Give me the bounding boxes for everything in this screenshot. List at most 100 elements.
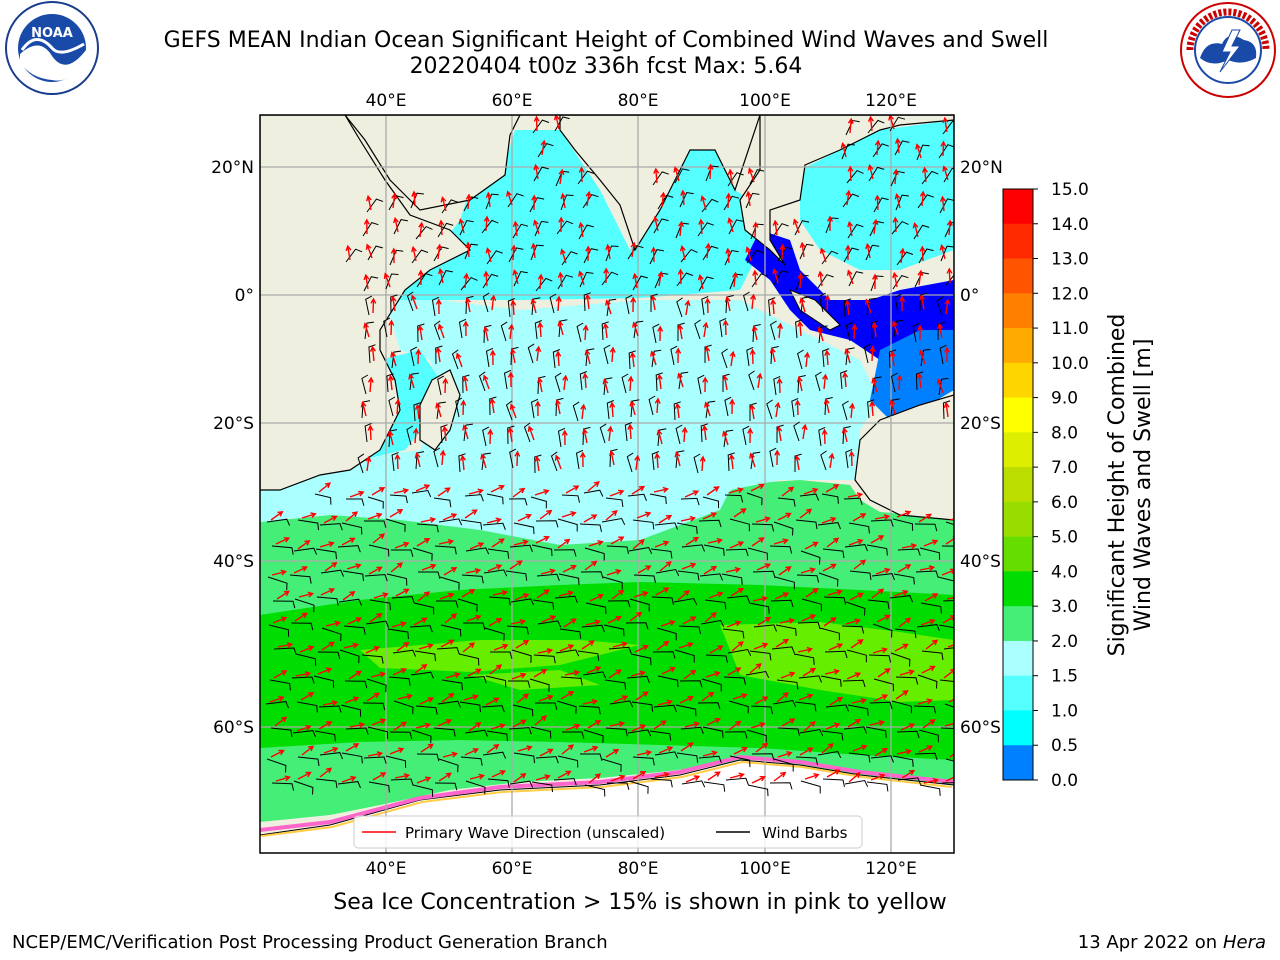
wind-barb bbox=[890, 652, 911, 667]
wind-barb bbox=[745, 192, 760, 209]
wind-barb bbox=[361, 654, 384, 664]
wind-barb bbox=[945, 758, 954, 762]
wind-barb bbox=[482, 426, 490, 447]
wave-direction-arrow bbox=[864, 298, 872, 314]
wave-direction-arrow bbox=[660, 620, 676, 627]
wind-barb bbox=[915, 371, 924, 391]
wind-barb bbox=[825, 217, 839, 234]
wind-barb bbox=[537, 143, 554, 158]
wave-direction-arrow bbox=[708, 591, 724, 599]
wave-direction-arrow bbox=[652, 215, 659, 232]
sea-ice-caption: Sea Ice Concentration > 15% is shown in … bbox=[333, 890, 947, 915]
wave-direction-arrow bbox=[560, 192, 567, 209]
wind-barb bbox=[865, 244, 880, 261]
wind-barb bbox=[727, 452, 735, 472]
wind-barb bbox=[489, 396, 497, 416]
wave-direction-arrow bbox=[823, 617, 837, 627]
wave-direction-arrow bbox=[349, 490, 365, 498]
wind-barb bbox=[435, 345, 443, 365]
wave-direction-arrow bbox=[347, 617, 363, 625]
wind-barb bbox=[794, 701, 817, 712]
wind-barb bbox=[562, 731, 585, 739]
wave-direction-arrow bbox=[873, 694, 889, 702]
wind-barb bbox=[676, 522, 698, 534]
bottom-lon-tick: 100°E bbox=[739, 859, 791, 879]
wind-barb bbox=[749, 402, 757, 421]
wave-direction-arrow bbox=[367, 376, 374, 393]
wave-direction-arrow bbox=[847, 220, 854, 237]
colorbar-tick-label: 11.0 bbox=[1051, 319, 1089, 339]
wave-direction-arrow bbox=[824, 294, 831, 311]
wave-direction-arrow bbox=[363, 218, 370, 235]
wind-barb bbox=[579, 371, 587, 391]
wave-direction-arrow bbox=[462, 424, 469, 440]
wind-barb bbox=[940, 245, 954, 262]
wave-direction-arrow bbox=[609, 449, 615, 466]
colorbar-label-line2: Wind Waves and Swell [m] bbox=[1131, 339, 1156, 632]
wind-barb bbox=[437, 375, 445, 396]
wind-barb bbox=[893, 573, 915, 585]
wave-direction-arrow bbox=[917, 269, 924, 286]
wave-direction-arrow bbox=[540, 139, 547, 156]
wind-barb bbox=[270, 727, 293, 738]
wave-direction-arrow bbox=[369, 612, 383, 623]
wind-barb bbox=[746, 492, 763, 506]
wave-direction-arrow bbox=[773, 771, 787, 782]
wind-barb bbox=[769, 782, 793, 790]
wave-direction-arrow bbox=[817, 270, 824, 287]
colorbar-segment bbox=[1003, 467, 1033, 503]
wave-direction-arrow bbox=[439, 592, 455, 600]
wave-direction-arrow bbox=[420, 743, 434, 753]
wave-direction-arrow bbox=[585, 245, 592, 262]
wave-direction-arrow bbox=[272, 616, 288, 624]
wind-barb bbox=[751, 753, 775, 761]
wind-barb bbox=[553, 778, 577, 786]
sea-ice-edge bbox=[260, 754, 954, 832]
wind-barb bbox=[681, 544, 705, 552]
wind-barb bbox=[840, 370, 848, 390]
wind-barb bbox=[863, 343, 871, 364]
wave-direction-arrow bbox=[561, 744, 575, 755]
wave-direction-arrow bbox=[804, 773, 820, 780]
wind-barb bbox=[766, 399, 773, 420]
wind-barb bbox=[316, 596, 339, 606]
wave-direction-arrow bbox=[772, 219, 779, 236]
wave-direction-arrow bbox=[630, 670, 646, 677]
wind-barb bbox=[603, 624, 625, 637]
wind-barb bbox=[865, 726, 887, 738]
wind-barb bbox=[796, 574, 820, 583]
wave-direction-arrow bbox=[609, 489, 625, 497]
wave-direction-arrow bbox=[804, 541, 819, 550]
wave-direction-arrow bbox=[538, 694, 554, 702]
wind-barb bbox=[510, 598, 535, 606]
wave-direction-arrow bbox=[322, 700, 339, 707]
wind-barb bbox=[870, 275, 884, 292]
primary-wave-legend-label: Primary Wave Direction (unscaled) bbox=[405, 824, 665, 842]
wind-barb bbox=[654, 522, 678, 530]
wave-direction-arrow bbox=[749, 403, 756, 420]
wind-barb bbox=[463, 676, 487, 684]
southern-ocean-peak bbox=[360, 622, 954, 702]
wave-direction-arrow bbox=[632, 539, 645, 550]
wave-direction-arrow bbox=[780, 671, 796, 679]
wave-direction-arrow bbox=[851, 323, 858, 340]
wave-direction-arrow bbox=[704, 401, 711, 417]
wave-direction-arrow bbox=[772, 268, 779, 284]
wind-barb bbox=[893, 319, 904, 338]
colorbar-tick-label: 3.0 bbox=[1051, 597, 1078, 617]
colorbar-segment bbox=[1003, 536, 1033, 572]
wind-barb bbox=[890, 170, 905, 187]
wave-direction-arrow bbox=[630, 296, 637, 313]
wind-barb bbox=[676, 297, 683, 318]
wind-barb bbox=[918, 248, 934, 264]
wave-direction-arrow bbox=[920, 618, 936, 626]
wind-barb bbox=[846, 649, 867, 663]
southeast-asia-land bbox=[739, 115, 954, 266]
wind-barb bbox=[773, 521, 794, 536]
wave-direction-arrow bbox=[459, 454, 466, 471]
wave-direction-arrow bbox=[389, 509, 404, 518]
wave-direction-arrow bbox=[602, 378, 609, 394]
wind-barb bbox=[451, 349, 459, 370]
wind-barb bbox=[338, 598, 363, 606]
